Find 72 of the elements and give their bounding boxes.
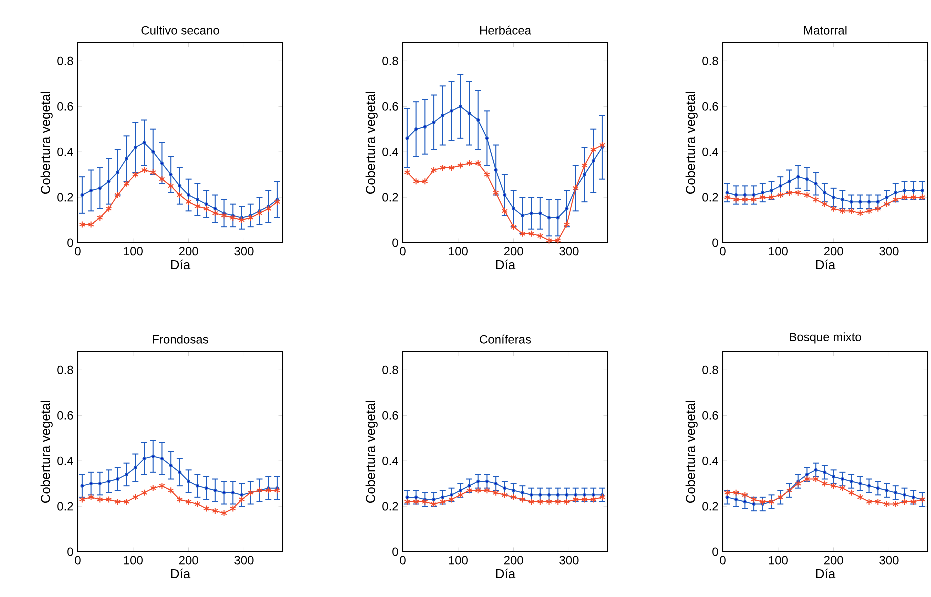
x-tick-label: 200	[824, 556, 844, 565]
y-tick-label: 0.8	[702, 366, 718, 374]
y-tick-label: 0.6	[58, 411, 74, 420]
y-tick-label: 0.8	[382, 366, 398, 374]
y-tick-label: 0.8	[702, 56, 718, 66]
y-tick-label: 0.4	[702, 456, 718, 466]
chart-title: Coníferas	[480, 334, 532, 344]
y-tick-label: 0.2	[382, 502, 398, 511]
y-axis-title: Cobertura vegetal	[40, 401, 53, 503]
x-tick-label: 0	[75, 556, 81, 565]
y-tick-label: 0.4	[382, 148, 398, 156]
y-tick-label: 0	[392, 548, 398, 556]
x-axis-title: Día	[171, 568, 191, 579]
y-axis-title: Cobertura vegetal	[366, 92, 378, 194]
x-tick-label: 0	[400, 247, 406, 256]
y-tick-label: 0.8	[58, 366, 74, 374]
x-axis-title: Día	[496, 568, 516, 579]
y-tick-label: 0.6	[382, 411, 398, 420]
chart-title: Herbácea	[480, 26, 532, 35]
y-tick-label: 0.8	[382, 56, 398, 66]
y-tick-label: 0.6	[702, 102, 718, 111]
x-tick-label: 100	[769, 247, 788, 256]
chart-title: Cultivo secano	[142, 26, 220, 35]
y-tick-label: 0.6	[58, 102, 74, 111]
y-tick-label: 0.4	[382, 456, 398, 466]
y-tick-label: 0.2	[58, 193, 74, 202]
x-tick-label: 200	[179, 247, 198, 256]
y-tick-label: 0.2	[702, 193, 718, 202]
y-tick-label: 0.2	[58, 502, 74, 511]
x-tick-label: 300	[560, 247, 579, 256]
y-axis-title: Cobertura vegetal	[686, 401, 698, 503]
x-tick-label: 0	[720, 556, 726, 565]
x-tick-label: 100	[449, 247, 468, 256]
chart-title: Frondosas	[153, 334, 208, 344]
x-tick-label: 300	[880, 556, 899, 565]
y-axis-title: Cobertura vegetal	[686, 92, 698, 194]
x-tick-label: 200	[504, 247, 524, 256]
y-tick-label: 0.8	[58, 56, 74, 66]
y-tick-label: 0.4	[58, 456, 74, 466]
x-tick-label: 300	[880, 247, 899, 256]
x-axis-title: Día	[171, 260, 191, 270]
x-tick-label: 300	[560, 556, 579, 565]
y-tick-label: 0	[712, 548, 718, 556]
x-tick-label: 0	[720, 247, 726, 256]
y-tick-label: 0	[392, 238, 398, 248]
x-tick-label: 300	[234, 556, 254, 565]
y-tick-label: 0.4	[702, 148, 718, 156]
y-tick-label: 0	[712, 238, 718, 248]
x-tick-label: 100	[124, 556, 143, 565]
x-axis-title: Día	[496, 260, 516, 270]
y-tick-label: 0	[68, 548, 74, 556]
x-tick-label: 200	[504, 556, 524, 565]
y-tick-label: 0.2	[702, 502, 718, 511]
x-tick-label: 200	[824, 247, 844, 256]
y-tick-label: 0.6	[702, 411, 718, 420]
x-axis-title: Día	[816, 568, 836, 579]
x-tick-label: 0	[75, 247, 81, 256]
x-tick-label: 100	[124, 247, 143, 256]
y-tick-label: 0.2	[382, 193, 398, 202]
chart-title: Bosque mixto	[790, 332, 862, 344]
y-tick-label: 0.4	[58, 148, 74, 156]
y-axis-title: Cobertura vegetal	[366, 401, 378, 503]
y-tick-label: 0.6	[382, 102, 398, 111]
x-tick-label: 0	[400, 556, 406, 565]
x-tick-label: 100	[769, 556, 788, 565]
chart-title: Matorral	[804, 26, 847, 35]
x-axis-title: Día	[816, 260, 836, 270]
y-axis-title: Cobertura vegetal	[40, 92, 53, 194]
x-tick-label: 200	[179, 556, 198, 565]
x-tick-label: 300	[234, 247, 254, 256]
y-tick-label: 0	[68, 238, 74, 248]
x-tick-label: 100	[449, 556, 468, 565]
